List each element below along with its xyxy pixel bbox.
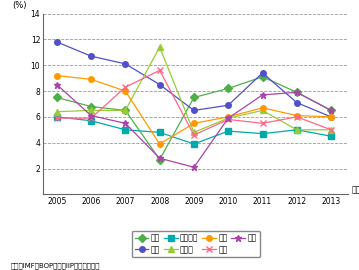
ドイツ: [329, 128, 333, 131]
フランス: [260, 132, 265, 135]
英国: [89, 55, 93, 58]
Line: 中国: 中国: [53, 67, 335, 139]
日本: [89, 78, 93, 81]
英国: [329, 115, 333, 119]
韓国: [89, 114, 93, 117]
韓国: [295, 91, 299, 94]
英国: [295, 101, 299, 104]
Line: ドイツ: ドイツ: [54, 44, 334, 135]
ドイツ: [295, 128, 299, 131]
韓国: [192, 166, 196, 169]
英国: [123, 62, 127, 66]
中国: [89, 117, 93, 120]
米国: [123, 109, 127, 112]
韓国: [329, 109, 333, 112]
Line: 英国: 英国: [54, 39, 334, 120]
フランス: [123, 128, 127, 131]
フランス: [192, 142, 196, 146]
英国: [260, 71, 265, 75]
米国: [89, 105, 93, 108]
米国: [55, 96, 59, 99]
中国: [192, 133, 196, 137]
日本: [295, 114, 299, 117]
英国: [55, 40, 59, 43]
中国: [123, 86, 127, 89]
ドイツ: [226, 117, 230, 120]
日本: [123, 89, 127, 93]
フランス: [226, 130, 230, 133]
日本: [192, 122, 196, 125]
中国: [295, 115, 299, 119]
中国: [158, 69, 162, 72]
米国: [295, 91, 299, 94]
ドイツ: [192, 131, 196, 134]
中国: [329, 128, 333, 131]
韓国: [158, 157, 162, 160]
ドイツ: [158, 45, 162, 49]
米国: [329, 109, 333, 112]
Line: 韓国: 韓国: [53, 81, 335, 171]
英国: [192, 109, 196, 112]
日本: [55, 74, 59, 77]
Line: 日本: 日本: [54, 73, 334, 147]
日本: [329, 115, 333, 119]
韓国: [260, 93, 265, 97]
英国: [158, 83, 162, 86]
Text: （年）: （年）: [351, 185, 359, 194]
中国: [55, 117, 59, 120]
フランス: [89, 119, 93, 122]
中国: [260, 122, 265, 125]
フランス: [158, 131, 162, 134]
フランス: [295, 128, 299, 131]
ドイツ: [123, 109, 127, 112]
Line: 米国: 米国: [54, 74, 334, 162]
米国: [192, 96, 196, 99]
日本: [226, 115, 230, 119]
Line: フランス: フランス: [54, 114, 334, 147]
中国: [226, 118, 230, 121]
ドイツ: [89, 109, 93, 112]
韓国: [55, 83, 59, 86]
米国: [158, 158, 162, 161]
英国: [226, 104, 230, 107]
日本: [158, 142, 162, 146]
韓国: [226, 117, 230, 120]
米国: [226, 87, 230, 90]
ドイツ: [55, 110, 59, 113]
日本: [260, 106, 265, 109]
ドイツ: [260, 109, 265, 112]
フランス: [55, 115, 59, 119]
Text: 資料：IMF『BOP』、『IIP』から作成。: 資料：IMF『BOP』、『IIP』から作成。: [11, 262, 100, 269]
Text: (%): (%): [13, 1, 27, 10]
Legend: 米国, 英国, フランス, ドイツ, 日本, 中国, 韓国: 米国, 英国, フランス, ドイツ, 日本, 中国, 韓国: [132, 231, 260, 257]
米国: [260, 75, 265, 78]
フランス: [329, 135, 333, 138]
韓国: [123, 122, 127, 125]
